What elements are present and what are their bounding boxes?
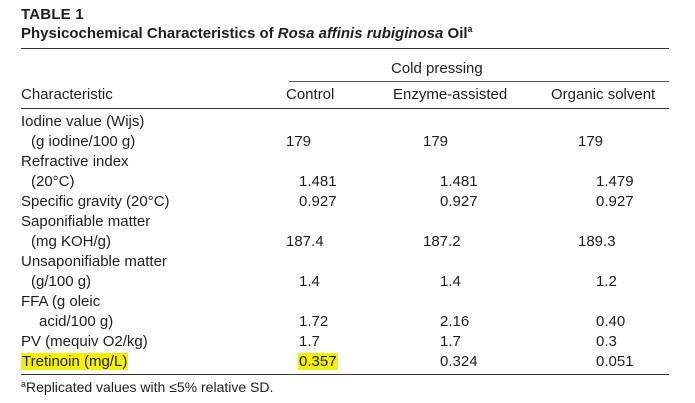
cell-control: 1.481 [299,173,337,190]
cell-control-tretinoin: 0.357 [298,353,338,370]
row-label-line: Refractive index [21,153,129,170]
group-header-rule [289,81,669,82]
row-label-line: (20°C) [31,173,75,190]
column-header-control: Control [286,86,335,103]
cell-control: 1.7 [299,333,320,350]
row-label-line: Specific gravity (20°C) [21,193,170,210]
highlighted-label: Tretinoin (mg/L) [21,353,129,370]
cell-control: 179 [286,133,312,150]
cell-control: 0.927 [299,193,337,210]
column-header-characteristic: Characteristic [21,86,113,103]
footnote-text: Replicated values with ≤5% relative SD. [26,379,274,395]
cell-organic-solvent: 0.927 [596,193,634,210]
row-label-line: Unsaponifiable matter [21,253,167,270]
highlighted-value: 0.357 [298,353,338,370]
cell-enzyme-assisted: 2.16 [440,313,470,330]
header-rule [21,108,669,109]
row-label-line: PV (mequiv O2/kg) [21,333,148,350]
row-label-tretinoin: Tretinoin (mg/L) [21,353,129,370]
footnote-marker: a [21,379,27,389]
cell-enzyme-assisted: 1.4 [440,273,461,290]
cell-enzyme-assisted: 187.2 [423,233,461,250]
title-prefix: Physicochemical Characteristics of [21,25,278,42]
row-label-line: FFA (g oleic [21,293,101,310]
row-label-line: Saponifiable matter [21,213,151,230]
cell-control: 187.4 [286,233,324,250]
row-label-line: Iodine value (Wijs) [21,113,145,130]
title-footnote-marker: a [467,24,473,34]
cell-control: 1.72 [299,313,329,330]
row-label-line: (g iodine/100 g) [31,133,136,150]
cell-enzyme-assisted: 0.324 [440,353,478,370]
cell-enzyme-assisted: 1.7 [440,333,461,350]
table-label: TABLE 1 [21,6,84,23]
group-header-cold-pressing: Cold pressing [391,60,483,77]
column-header-organic-solvent: Organic solvent [551,86,656,103]
cell-organic-solvent: 0.051 [596,353,634,370]
row-label-line: (mg KOH/g) [31,233,112,250]
row-label-line: (g/100 g) [31,273,92,290]
title-suffix: Oil [443,25,468,42]
cell-organic-solvent: 179 [578,133,604,150]
row-label-line: acid/100 g) [39,313,114,330]
column-header-enzyme-assisted: Enzyme-assisted [393,86,508,103]
top-rule [21,48,669,49]
cell-organic-solvent: 1.2 [596,273,617,290]
cell-enzyme-assisted: 0.927 [440,193,478,210]
bottom-rule [21,374,669,375]
cell-enzyme-assisted: 179 [423,133,449,150]
title-species: Rosa affinis rubiginosa [277,25,444,42]
cell-enzyme-assisted: 1.481 [440,173,478,190]
cell-organic-solvent: 189.3 [578,233,616,250]
cell-organic-solvent: 1.479 [596,173,634,190]
table-footnote: aReplicated values with ≤5% relative SD. [21,379,273,395]
cell-organic-solvent: 0.40 [596,313,626,330]
table-title: Physicochemical Characteristics of Rosa … [21,24,473,42]
cell-control: 1.4 [299,273,320,290]
cell-organic-solvent: 0.3 [596,333,617,350]
